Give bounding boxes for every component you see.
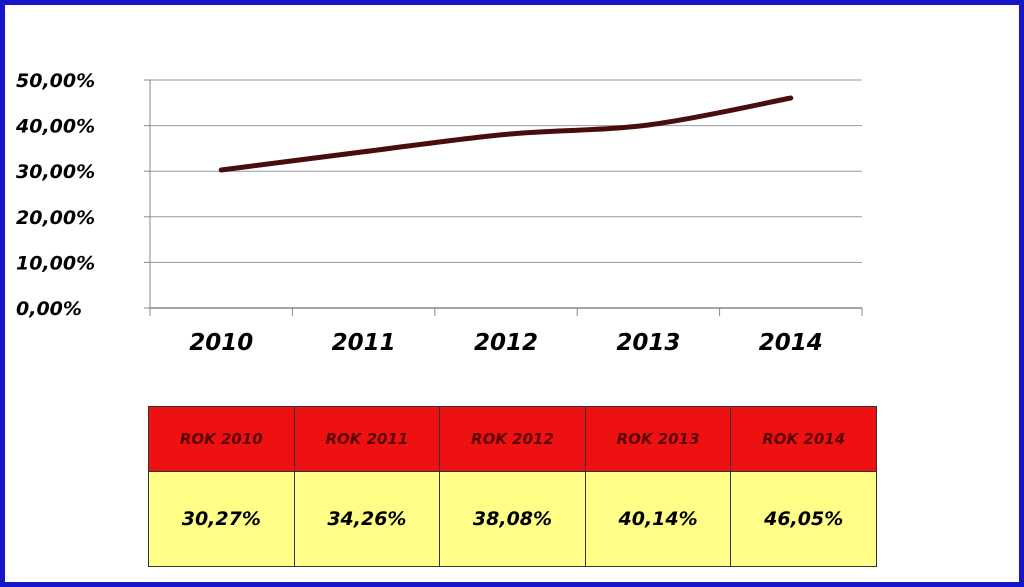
value-cell: 30,27% [148,471,295,567]
value-cell: 34,26% [293,471,441,567]
x-tick-label: 2014 [759,330,823,356]
table-value-row: 30,27% 34,26% 38,08% 40,14% 46,05% [148,471,877,567]
y-tick-label: 20,00% [16,207,95,229]
header-cell: ROK 2014 [730,406,877,472]
data-table: ROK 2010 ROK 2011 ROK 2012 ROK 2013 ROK … [148,406,877,567]
value-cell: 40,14% [584,471,732,567]
series-line [218,95,794,173]
x-tick-label: 2011 [332,330,396,356]
y-axis-ticks: 0,00% 10,00% 20,00% 30,00% 40,00% 50,00% [15,70,150,320]
header-cell: ROK 2011 [293,406,441,472]
y-tick-label: 40,00% [15,116,95,138]
y-tick-label: 30,00% [16,161,95,183]
y-tick-label: 10,00% [16,252,95,274]
y-tick-label: 50,00% [16,70,95,92]
x-tick-label: 2012 [474,330,538,356]
header-cell: ROK 2010 [148,406,295,472]
gridlines [150,79,862,263]
axes [149,80,862,314]
x-tick-label: 2013 [616,330,680,356]
value-cell: 46,05% [730,471,877,567]
series-group [218,95,794,173]
x-tick-label: 2010 [189,330,253,356]
header-cell: ROK 2013 [584,406,732,472]
y-tick-label: 0,00% [16,298,82,320]
x-axis-ticks: 2010 2011 2012 2013 2014 [149,308,863,356]
header-cell: ROK 2012 [439,406,586,472]
value-cell: 38,08% [439,471,586,567]
table-header-row: ROK 2010 ROK 2011 ROK 2012 ROK 2013 ROK … [148,406,877,472]
line-chart: 0,00% 10,00% 20,00% 30,00% 40,00% 50,00% 2010… [15,70,863,356]
